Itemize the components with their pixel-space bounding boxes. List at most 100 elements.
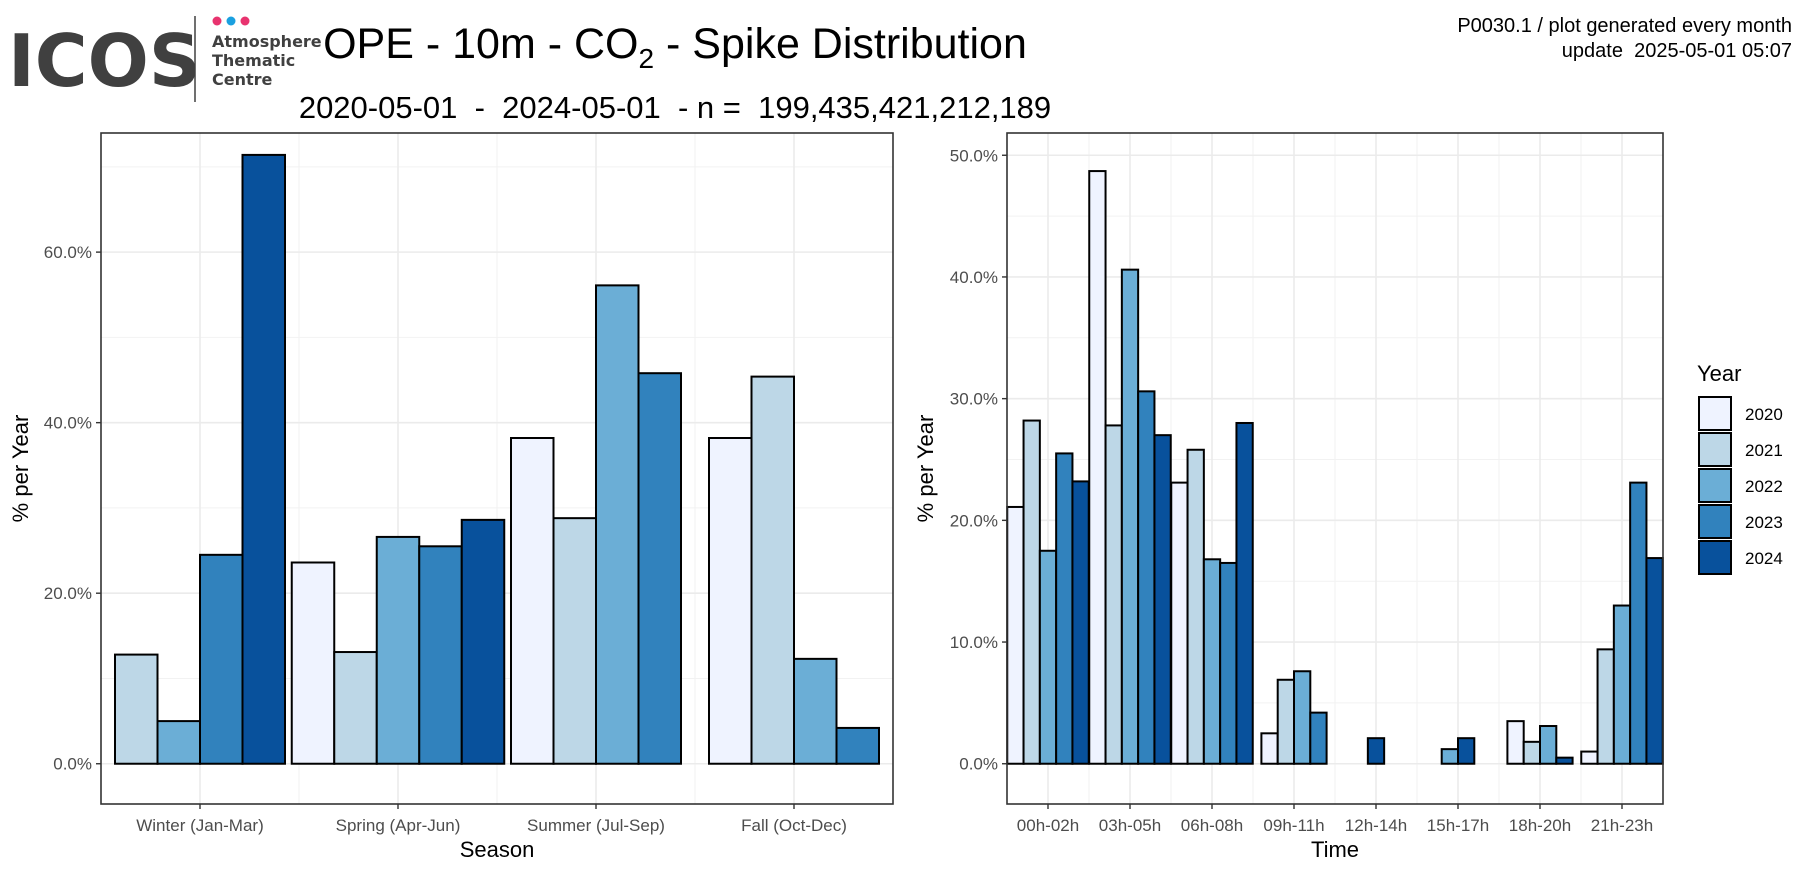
- season-panel: 0.0% 20.0% 40.0% 60.0% Winter (Jan-Mar) Sprin…: [8, 132, 894, 862]
- y-tick-label: 60.0%: [44, 243, 92, 262]
- bar-2023: [1309, 711, 1328, 765]
- y-tick-label: 30.0%: [950, 390, 998, 409]
- y-tick-label: 0.0%: [959, 755, 998, 774]
- x-tick-label: Winter (Jan-Mar): [136, 816, 264, 835]
- y-tick-label: 20.0%: [950, 511, 998, 530]
- y-tick-label: 20.0%: [44, 584, 92, 603]
- page-title: OPE - 10m - CO2 - Spike Distribution: [323, 20, 1027, 74]
- bar-2021: [1522, 740, 1541, 765]
- bar-2022: [1120, 268, 1140, 765]
- bar-2021: [1276, 678, 1295, 765]
- y-tick-label: 10.0%: [950, 633, 998, 652]
- bar-2022: [1440, 748, 1459, 765]
- legend-key-2022: [1698, 468, 1732, 503]
- bar-2020: [1580, 750, 1599, 765]
- panel-border: [1006, 132, 1664, 805]
- x-tick-label: 03h-05h: [1099, 816, 1161, 835]
- info-line-1: P0030.1 / plot generated every month: [1457, 15, 1792, 37]
- bar-2020: [708, 437, 753, 765]
- x-tick-label: 18h-20h: [1509, 816, 1571, 835]
- bar-2022: [793, 657, 838, 765]
- bar-2021: [114, 653, 159, 765]
- bar-2024: [241, 153, 286, 765]
- bar-2023: [199, 553, 244, 765]
- bar-2020: [510, 437, 555, 765]
- logo-dot-1: [212, 16, 222, 26]
- logo-dot-3: [240, 16, 250, 26]
- time-panel: 0.0% 10.0% 20.0% 30.0% 40.0% 50.0% 00h-02h 03h-…: [913, 132, 1664, 862]
- x-tick-label: 12h-14h: [1345, 816, 1407, 835]
- bar-2023: [835, 726, 880, 765]
- bar-2024: [1645, 557, 1664, 765]
- bar-2024: [460, 518, 506, 765]
- icos-logo: ICOS Atmosphere Thematic Centre: [8, 16, 322, 103]
- bar-2022: [595, 284, 640, 765]
- info-line-2: update 2025-05-01 05:07: [1562, 40, 1792, 62]
- bar-2024: [1366, 737, 1386, 765]
- panel-border: [100, 132, 894, 805]
- bar-2022: [1612, 604, 1632, 765]
- bar-2022: [156, 720, 201, 765]
- legend-label-2021: 2021: [1745, 441, 1783, 460]
- legend-label-2020: 2020: [1745, 405, 1783, 424]
- bar-2020: [1006, 505, 1025, 765]
- x-tick-label: 15h-17h: [1427, 816, 1489, 835]
- bar-2022: [1293, 670, 1312, 765]
- y-axis-title: % per Year: [8, 415, 33, 523]
- legend-key-2024: [1698, 540, 1732, 575]
- x-tick-label: 21h-23h: [1591, 816, 1653, 835]
- y-tick-label: 0.0%: [53, 755, 92, 774]
- x-tick-label: 09h-11h: [1263, 816, 1324, 835]
- logo-line-2: Thematic: [212, 51, 295, 70]
- bar-2021: [1596, 648, 1615, 765]
- bar-2024: [1457, 737, 1476, 765]
- bar-2020: [1260, 732, 1279, 765]
- logo-line-3: Centre: [212, 70, 273, 89]
- legend-key-2023: [1698, 504, 1732, 539]
- bar-2020: [1170, 481, 1189, 765]
- title-subscript: 2: [639, 43, 655, 74]
- bar-2024: [1071, 480, 1090, 765]
- bar-2020: [1088, 170, 1107, 765]
- year-legend: Year 2020 2021 2022 2023 2024: [1697, 361, 1783, 575]
- bar-2022: [1539, 725, 1558, 765]
- bar-2020: [1506, 720, 1525, 765]
- logo-dot-2: [226, 16, 236, 26]
- x-tick-label: 06h-08h: [1181, 816, 1243, 835]
- bar-2023: [1137, 390, 1156, 765]
- x-axis-title: Season: [460, 837, 535, 862]
- bar-2023: [1219, 561, 1238, 765]
- bar-2022: [375, 535, 421, 765]
- y-tick-label: 40.0%: [950, 268, 998, 287]
- legend-key-2020: [1698, 396, 1732, 431]
- x-tick-label: Fall (Oct-Dec): [741, 816, 847, 835]
- y-tick-label: 40.0%: [44, 414, 92, 433]
- bar-2021: [552, 517, 597, 765]
- page-subtitle: 2020-05-01 - 2024-05-01 - n = 199,435,42…: [299, 90, 1051, 125]
- x-tick-label: Summer (Jul-Sep): [527, 816, 665, 835]
- title-main: OPE - 10m - CO: [323, 20, 638, 68]
- bar-2021: [750, 375, 795, 765]
- y-axis-title: % per Year: [913, 415, 938, 523]
- bar-2023: [1629, 481, 1648, 765]
- bar-2023: [637, 372, 682, 765]
- legend-key-2021: [1698, 432, 1732, 467]
- legend-label-2024: 2024: [1745, 549, 1783, 568]
- bar-2023: [1055, 452, 1074, 765]
- y-tick-label: 50.0%: [950, 146, 998, 165]
- logo-line-1: Atmosphere: [212, 32, 322, 51]
- x-axis-title: Time: [1311, 837, 1359, 862]
- bar-2024: [1235, 421, 1254, 765]
- legend-title: Year: [1697, 361, 1741, 386]
- logo-wordmark: ICOS: [8, 19, 201, 103]
- bar-2021: [1186, 448, 1205, 765]
- bar-2021: [1104, 424, 1123, 765]
- bar-2022: [1038, 549, 1058, 765]
- bar-2024: [1153, 434, 1172, 765]
- bar-2022: [1202, 558, 1222, 765]
- bar-2024: [1555, 756, 1574, 765]
- bar-2021: [1022, 419, 1041, 765]
- legend-label-2022: 2022: [1745, 477, 1783, 496]
- legend-label-2023: 2023: [1745, 513, 1783, 532]
